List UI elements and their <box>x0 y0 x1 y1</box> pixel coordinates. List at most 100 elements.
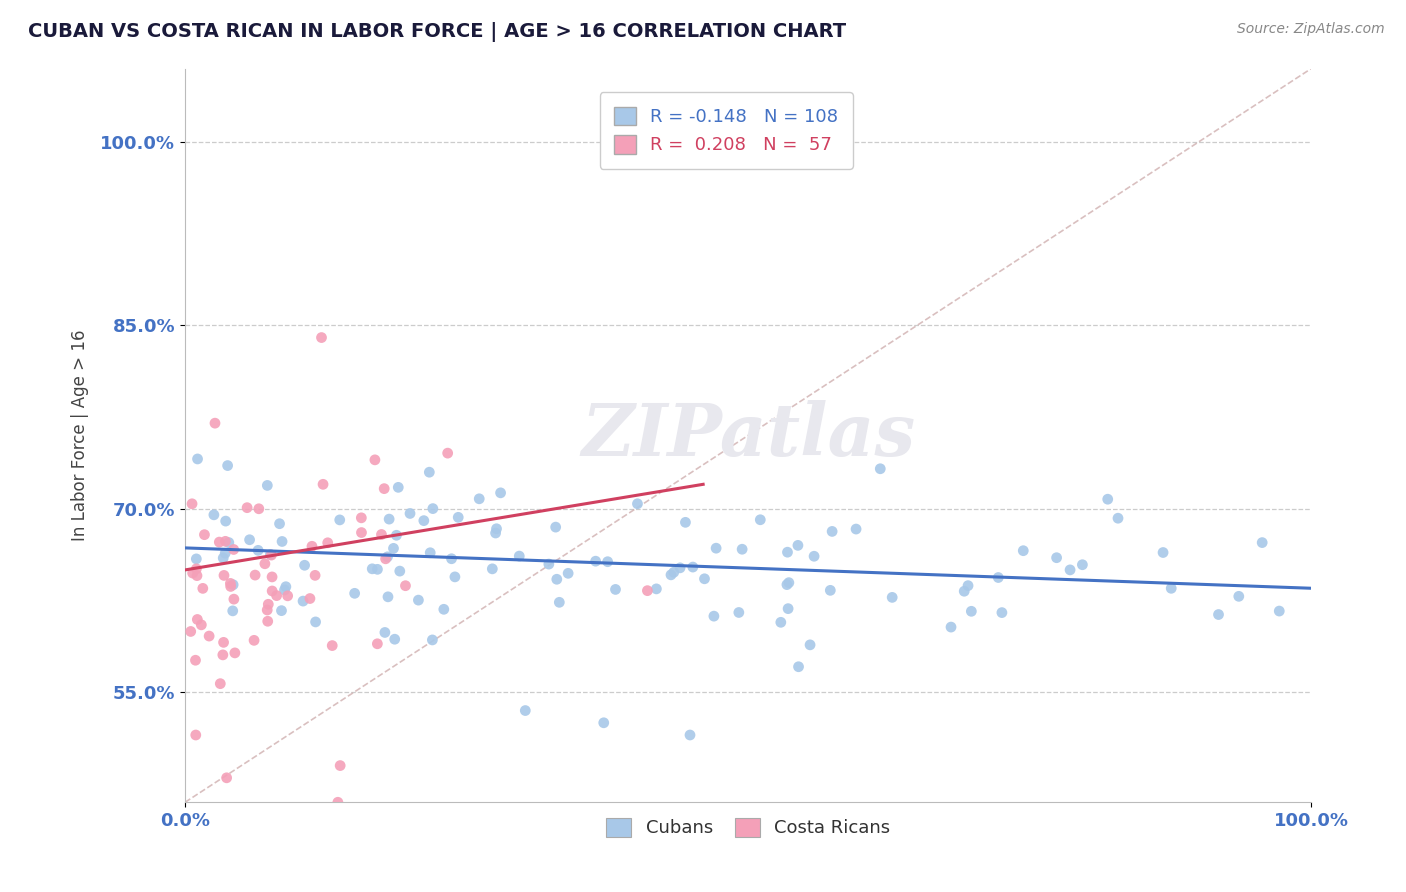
Point <box>382 541 405 556</box>
Point <box>433 602 456 616</box>
Point <box>418 465 440 479</box>
Point <box>960 604 983 618</box>
Point <box>412 514 434 528</box>
Point <box>481 562 503 576</box>
Point <box>1268 604 1291 618</box>
Point <box>776 577 799 591</box>
Point <box>292 594 315 608</box>
Point <box>1059 563 1081 577</box>
Point <box>799 638 821 652</box>
Point <box>727 606 749 620</box>
Point <box>326 795 349 809</box>
Point <box>374 625 396 640</box>
Point <box>703 609 725 624</box>
Point <box>636 583 658 598</box>
Point <box>193 527 215 541</box>
Point <box>247 543 270 558</box>
Point <box>316 536 339 550</box>
Point <box>585 554 607 568</box>
Point <box>181 497 204 511</box>
Point <box>592 715 614 730</box>
Point <box>440 551 463 566</box>
Point <box>343 586 366 600</box>
Legend: Cubans, Costa Ricans: Cubans, Costa Ricans <box>599 811 897 845</box>
Point <box>422 632 444 647</box>
Point <box>778 601 800 615</box>
Text: ZIPatlas: ZIPatlas <box>581 400 915 471</box>
Point <box>419 546 441 560</box>
Point <box>485 522 508 536</box>
Point <box>682 560 704 574</box>
Point <box>190 618 212 632</box>
Point <box>939 620 962 634</box>
Point <box>704 541 727 556</box>
Point <box>557 566 579 581</box>
Point <box>1227 590 1250 604</box>
Point <box>312 477 335 491</box>
Point <box>212 551 235 566</box>
Point <box>394 579 416 593</box>
Point <box>329 758 352 772</box>
Point <box>662 566 685 580</box>
Point <box>247 501 270 516</box>
Point <box>243 568 266 582</box>
Point <box>546 572 568 586</box>
Point <box>384 632 406 647</box>
Point <box>596 555 619 569</box>
Point <box>787 659 810 673</box>
Point <box>321 639 343 653</box>
Point <box>198 629 221 643</box>
Point <box>256 603 278 617</box>
Point <box>1045 550 1067 565</box>
Point <box>222 604 245 618</box>
Point <box>484 526 506 541</box>
Point <box>301 539 323 553</box>
Point <box>329 513 352 527</box>
Text: Source: ZipAtlas.com: Source: ZipAtlas.com <box>1237 22 1385 37</box>
Point <box>366 562 388 576</box>
Point <box>180 624 202 639</box>
Point <box>215 771 238 785</box>
Point <box>253 557 276 571</box>
Point <box>260 548 283 562</box>
Point <box>214 546 236 560</box>
Point <box>537 557 560 571</box>
Point <box>304 568 326 582</box>
Point <box>548 595 571 609</box>
Point <box>605 582 627 597</box>
Point <box>239 533 262 547</box>
Point <box>209 676 232 690</box>
Point <box>181 566 204 580</box>
Point <box>266 589 288 603</box>
Point <box>373 482 395 496</box>
Point <box>298 591 321 606</box>
Point <box>218 535 240 549</box>
Point <box>422 501 444 516</box>
Y-axis label: In Labor Force | Age > 16: In Labor Force | Age > 16 <box>72 330 89 541</box>
Point <box>675 516 697 530</box>
Point <box>820 583 842 598</box>
Point <box>778 575 800 590</box>
Point <box>273 582 295 597</box>
Point <box>803 549 825 564</box>
Point <box>821 524 844 539</box>
Point <box>957 579 980 593</box>
Point <box>508 549 530 563</box>
Point <box>374 551 396 566</box>
Point <box>408 593 430 607</box>
Point <box>693 572 716 586</box>
Point <box>186 568 208 582</box>
Point <box>1012 543 1035 558</box>
Point <box>186 562 208 576</box>
Point <box>224 646 246 660</box>
Point <box>186 612 208 626</box>
Point <box>219 576 242 591</box>
Point <box>1251 535 1274 549</box>
Point <box>468 491 491 506</box>
Point <box>645 582 668 596</box>
Point <box>845 522 868 536</box>
Point <box>256 614 278 628</box>
Point <box>202 508 225 522</box>
Point <box>370 527 392 541</box>
Point <box>544 520 567 534</box>
